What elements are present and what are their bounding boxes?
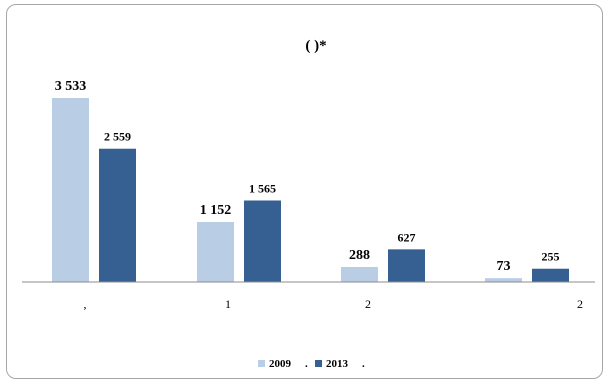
bar-2013-1 — [99, 148, 136, 282]
legend: 2009. 2013. — [258, 358, 365, 370]
category-label-1: , — [84, 297, 87, 311]
bar-2013-4 — [532, 268, 569, 282]
data-label-2009-2: 1 152 — [200, 203, 232, 218]
legend-label-2009: 2009 — [269, 358, 292, 370]
chart-title: ( )* — [305, 38, 326, 54]
category-label-2: 1 — [225, 297, 231, 311]
data-label-2013-2: 1 565 — [249, 181, 276, 195]
legend-swatch-2013 — [315, 360, 322, 367]
category-label-3: 2 — [365, 297, 371, 311]
bar-2009-4 — [485, 278, 522, 282]
bars-layer — [52, 98, 569, 282]
data-labels-layer: 3 533 1 152 288 73 2 559 1 565 627 255 — [55, 79, 560, 274]
data-label-2009-3: 288 — [349, 248, 370, 263]
legend-label-2013: 2013 — [326, 358, 349, 370]
category-label-4: 2 — [577, 297, 583, 311]
data-label-2013-1: 2 559 — [104, 130, 131, 144]
data-label-2009-1: 3 533 — [55, 79, 87, 94]
bar-2009-1 — [52, 98, 89, 282]
bar-2009-2 — [197, 222, 234, 282]
legend-suffix-2: . — [362, 358, 365, 370]
bar-2013-3 — [388, 249, 425, 282]
legend-swatch-2009 — [258, 360, 265, 367]
legend-suffix-1: . — [305, 358, 308, 370]
data-label-2013-3: 627 — [398, 230, 416, 244]
data-label-2013-4: 255 — [542, 250, 560, 264]
bar-2013-2 — [244, 200, 281, 282]
category-labels: , 1 2 2 — [84, 297, 584, 311]
bar-2009-3 — [341, 267, 378, 282]
data-label-2009-4: 73 — [497, 259, 511, 274]
